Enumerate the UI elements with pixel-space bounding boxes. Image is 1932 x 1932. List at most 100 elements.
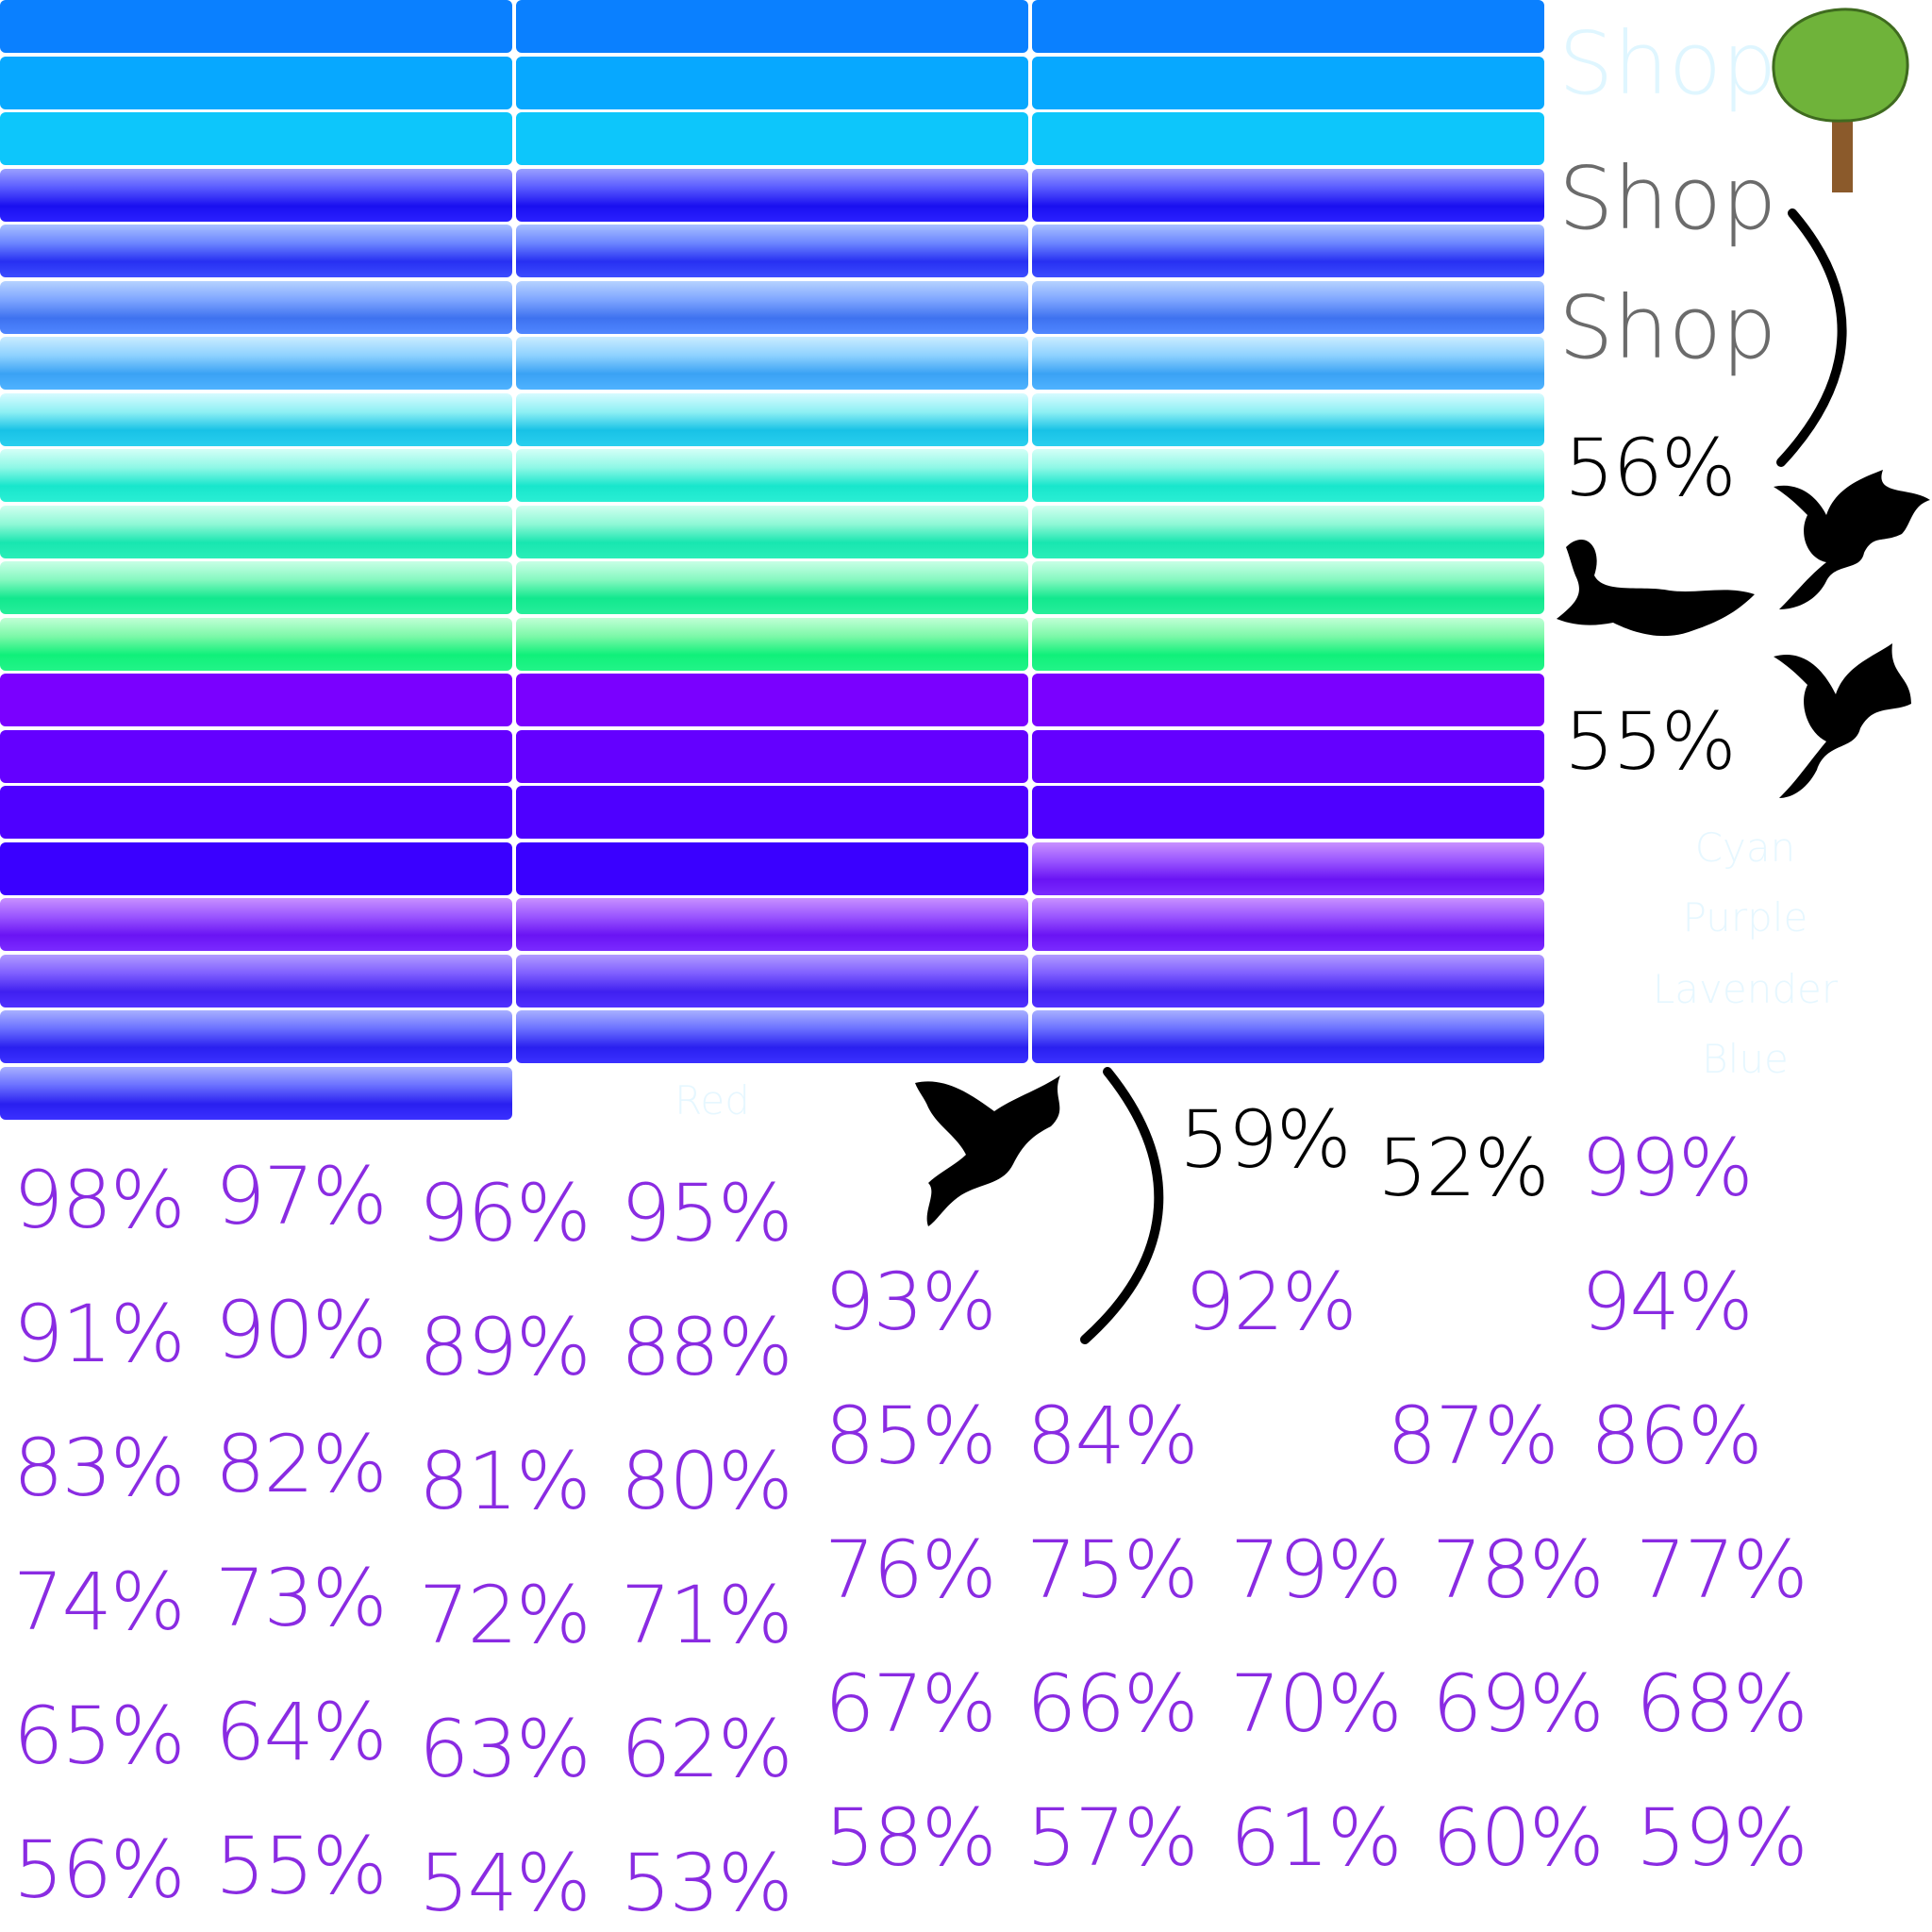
percent-label: 57% <box>1026 1791 1199 1884</box>
percent-label: 94% <box>1581 1256 1754 1348</box>
texture-bar-violet-flat <box>0 674 512 726</box>
percent-label: 64% <box>215 1686 388 1778</box>
texture-bar-mint-glossy <box>0 506 512 558</box>
texture-bar-turquoise-glossy <box>0 449 512 502</box>
percent-label: 99% <box>1581 1122 1754 1214</box>
texture-bar-indigo-glossy <box>0 169 512 222</box>
texture-bar-violet-flat <box>1032 674 1544 726</box>
percent-label: 98% <box>13 1154 186 1246</box>
texture-bar-blue-flat <box>1032 0 1544 53</box>
texture-bar-purple-glossy <box>1032 842 1544 895</box>
texture-bar-violet3-flat <box>1032 786 1544 839</box>
percent-label: 58% <box>824 1791 997 1884</box>
texture-bar-blueviolet-glossy <box>1032 1010 1544 1063</box>
bat-silhouette-icon <box>1557 539 1755 637</box>
color-label-cyan: Cyan <box>1694 824 1796 871</box>
texture-bar-cyan-flat <box>0 112 512 165</box>
bird-silhouette-icon <box>915 1075 1060 1226</box>
percent-label: 85% <box>824 1390 997 1482</box>
texture-bar-violet2-flat <box>0 730 512 783</box>
texture-bar-indigo-glossy <box>516 169 1028 222</box>
texture-bar-cornflower-glossy <box>516 281 1028 334</box>
percent-label: 74% <box>13 1556 186 1648</box>
percent-label: 81% <box>419 1435 591 1527</box>
texture-bar-aqua-glossy <box>0 393 512 446</box>
texture-bar-violet3-flat <box>516 786 1028 839</box>
texture-bar-purpleblue-glossy <box>1032 955 1544 1008</box>
percent-label: 67% <box>824 1657 997 1750</box>
percent-label: 95% <box>621 1167 793 1259</box>
texture-bar-skyblue-glossy <box>1032 337 1544 390</box>
percent-label: 75% <box>1026 1524 1199 1616</box>
percent-label: 56% <box>13 1824 186 1916</box>
texture-bar-purple-glossy <box>1032 898 1544 951</box>
percent-label: 65% <box>13 1690 186 1782</box>
shop-label: Shop <box>1558 277 1777 378</box>
texture-bar-indigo-glossy <box>1032 169 1544 222</box>
texture-bar-sky-flat <box>0 57 512 109</box>
percent-label: 54% <box>419 1837 591 1929</box>
texture-bar-cyan-flat <box>1032 112 1544 165</box>
bar-texture-grid <box>0 0 1557 1123</box>
percent-label: 78% <box>1432 1524 1605 1616</box>
percent-label: 61% <box>1230 1791 1403 1884</box>
texture-bar-purpleblue-glossy <box>0 955 512 1008</box>
color-label-lavender: Lavender <box>1652 966 1839 1012</box>
texture-bar-seagreen-glossy <box>0 561 512 614</box>
percent-label: 55% <box>215 1820 388 1912</box>
texture-bar-violet2-flat <box>1032 730 1544 783</box>
texture-bar-cyan-flat <box>516 112 1028 165</box>
texture-bar-aqua-glossy <box>516 393 1028 446</box>
texture-bar-cornflower-glossy <box>1032 281 1544 334</box>
percent-label: 73% <box>215 1552 388 1644</box>
texture-bar-purple-glossy <box>0 898 512 951</box>
shop-label: Shop <box>1558 148 1777 249</box>
percent-label: 90% <box>215 1284 388 1376</box>
percent-label: 89% <box>419 1301 591 1393</box>
percent-label: 76% <box>824 1524 997 1616</box>
texture-bar-blue-flat <box>516 0 1028 53</box>
percent-label: 91% <box>13 1288 186 1380</box>
percent-label: 96% <box>419 1167 591 1259</box>
percent-label: 86% <box>1591 1390 1763 1482</box>
texture-bar-skyblue-glossy <box>0 337 512 390</box>
percent-label: 77% <box>1636 1524 1808 1616</box>
percent-label: 92% <box>1185 1256 1357 1348</box>
texture-bar-turquoise-glossy <box>516 449 1028 502</box>
percent-label: 53% <box>621 1837 793 1929</box>
percent-label: 80% <box>621 1435 793 1527</box>
percent-label-black: 55% <box>1564 695 1737 788</box>
percent-label: 79% <box>1230 1524 1403 1616</box>
texture-bar-mint-glossy <box>1032 506 1544 558</box>
percent-label: 66% <box>1026 1657 1199 1750</box>
texture-bar-mint-glossy <box>516 506 1028 558</box>
texture-bar-seagreen-glossy <box>1032 561 1544 614</box>
percent-label-black: 56% <box>1564 422 1737 514</box>
texture-bar-sky-flat <box>516 57 1028 109</box>
percent-label: 72% <box>419 1569 591 1661</box>
percent-label: 62% <box>621 1703 793 1795</box>
percent-label: 63% <box>419 1703 591 1795</box>
texture-bar-violet2-flat <box>516 730 1028 783</box>
percent-label-black: 59% <box>1179 1093 1352 1186</box>
percent-label: 84% <box>1026 1390 1199 1482</box>
bat-silhouette-icon <box>1774 470 1930 609</box>
texture-bar-green-glossy <box>516 618 1028 671</box>
texture-bar-blueviolet-glossy <box>0 1067 512 1120</box>
percent-label: 68% <box>1636 1657 1808 1750</box>
texture-bar-blueviolet-glossy <box>0 1010 512 1063</box>
percent-label: 60% <box>1432 1791 1605 1884</box>
texture-bar-periwinkle-glossy <box>1032 225 1544 277</box>
color-label-blue: Blue <box>1702 1036 1789 1082</box>
bat-silhouette-icon <box>1774 643 1911 798</box>
curve-arc-icon <box>1776 208 1847 467</box>
texture-bar-purpleblue-glossy <box>516 955 1028 1008</box>
percent-label: 82% <box>215 1418 388 1510</box>
texture-bar-blueviolet-glossy <box>516 1010 1028 1063</box>
tree-icon <box>1772 8 1909 192</box>
shop-label-faded: Shop <box>1558 13 1777 114</box>
texture-bar-violet3-flat <box>0 786 512 839</box>
texture-bar-seagreen-glossy <box>516 561 1028 614</box>
texture-bar-green-glossy <box>0 618 512 671</box>
texture-bar-periwinkle-glossy <box>516 225 1028 277</box>
